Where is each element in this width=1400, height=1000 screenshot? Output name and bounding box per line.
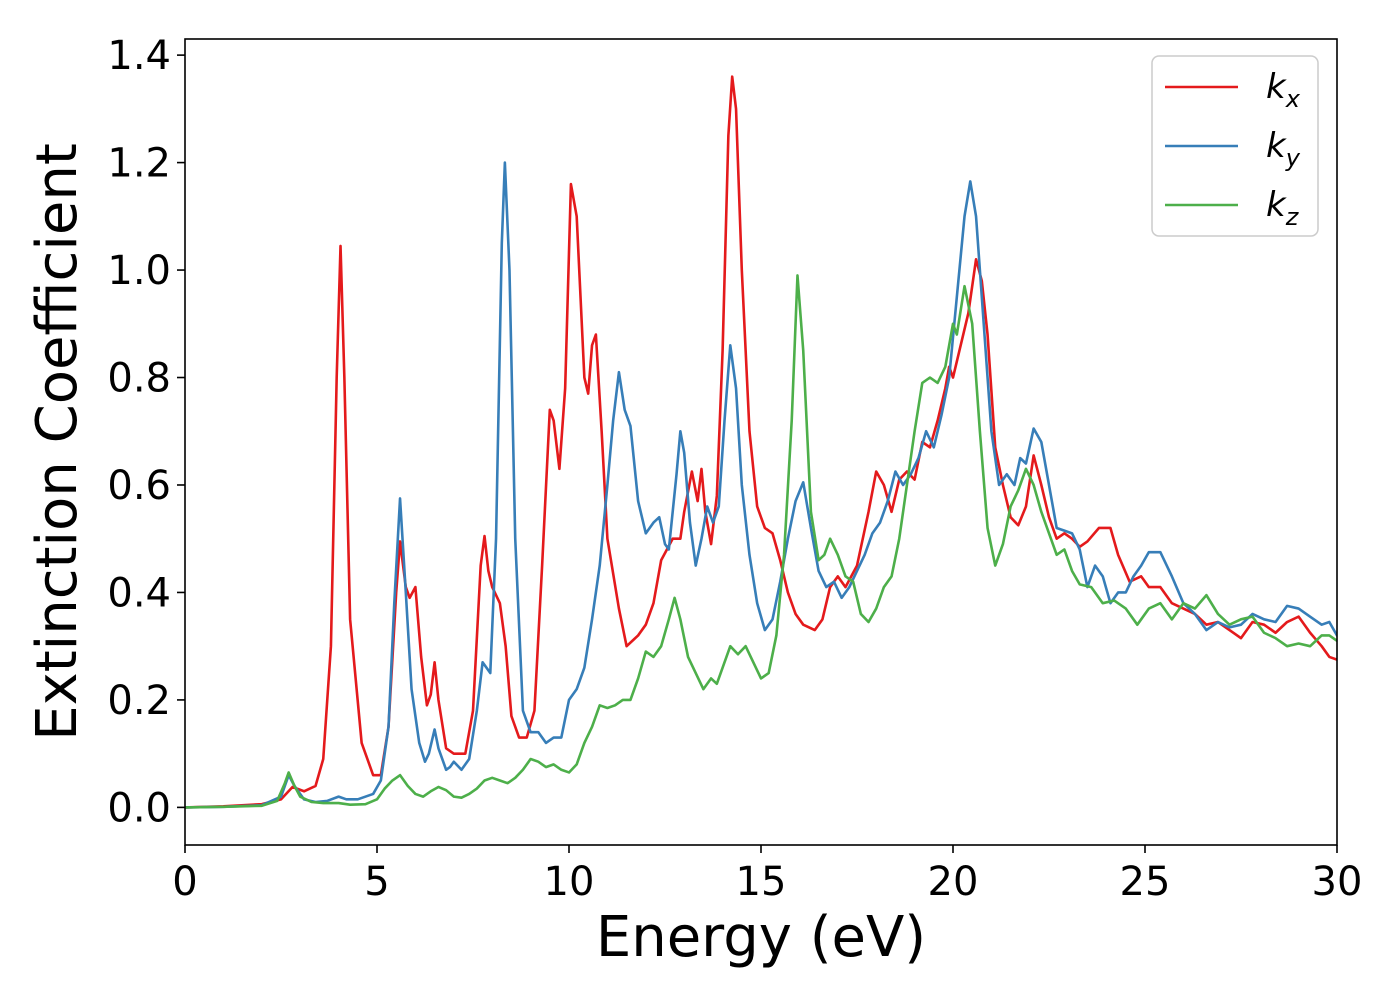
y-tick-label: 0.6 xyxy=(107,463,171,509)
y-tick-label: 0.4 xyxy=(107,570,171,616)
x-tick-label: 25 xyxy=(1120,859,1171,905)
y-tick-label: 0.0 xyxy=(107,785,171,831)
legend-label-z: kz xyxy=(1266,185,1300,231)
y-axis-ticks: 0.0 0.2 0.4 0.6 0.8 1.0 1.2 1.4 xyxy=(107,33,185,831)
x-tick-label: 20 xyxy=(928,859,979,905)
series-layer xyxy=(185,75,1337,809)
x-tick-label: 30 xyxy=(1312,859,1363,905)
series-line-x xyxy=(185,75,1337,809)
x-tick-label: 0 xyxy=(172,859,197,905)
y-tick-label: 0.8 xyxy=(107,356,171,402)
y-tick-label: 1.0 xyxy=(107,248,171,294)
series-line-y xyxy=(185,161,1337,809)
series-line-z xyxy=(185,274,1337,809)
y-tick-label: 0.2 xyxy=(107,678,171,724)
x-tick-label: 5 xyxy=(364,859,389,905)
legend: kx ky kz xyxy=(1151,55,1319,237)
x-tick-label: 10 xyxy=(544,859,595,905)
x-axis-ticks: 0 5 10 15 20 25 30 xyxy=(172,845,1362,905)
legend-label-x: kx xyxy=(1266,67,1301,113)
y-axis-title: Extinction Coefficient xyxy=(25,143,90,741)
x-tick-label: 15 xyxy=(736,859,787,905)
x-axis-title: Energy (eV) xyxy=(596,905,926,970)
y-tick-label: 1.2 xyxy=(107,141,171,187)
legend-label-y: ky xyxy=(1266,126,1301,172)
y-tick-label: 1.4 xyxy=(107,33,171,79)
